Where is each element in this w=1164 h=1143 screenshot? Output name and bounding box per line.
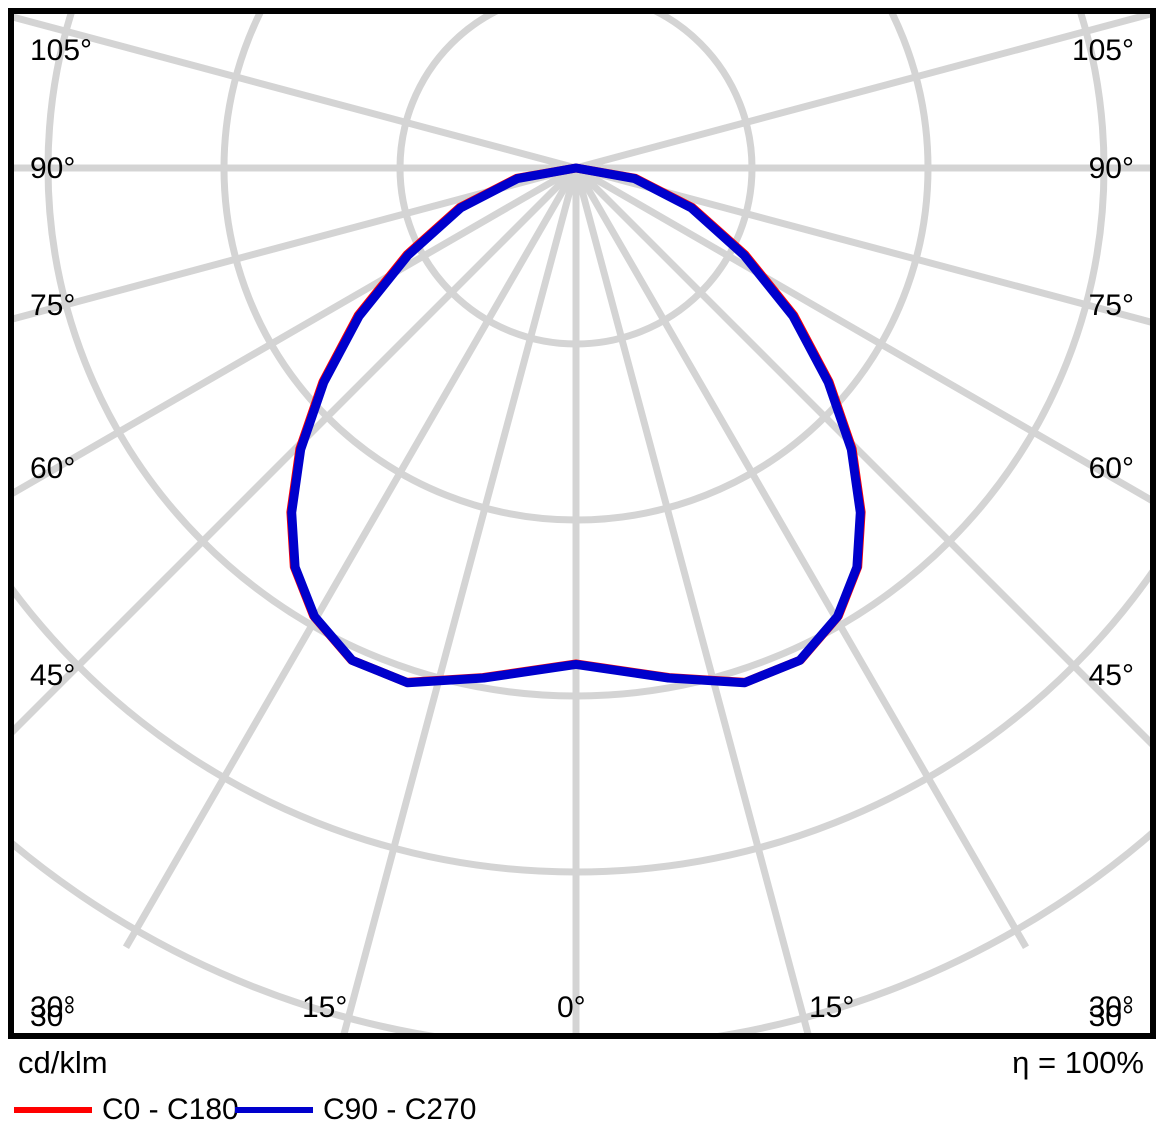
angle-label-right-75: 75° xyxy=(1088,289,1134,322)
angle-label-right-30: 30° xyxy=(1088,1000,1134,1033)
curve-c90-c270 xyxy=(287,163,865,688)
angle-label-left-45: 45° xyxy=(30,659,76,692)
angle-label-right-90: 90° xyxy=(1088,152,1134,185)
angle-label-bottom-30-right: 30° xyxy=(1088,991,1134,1024)
angle-label-bottom-15-left: 15° xyxy=(302,991,348,1024)
grid-spokes xyxy=(14,14,1150,1033)
polar-plot-frame: 105° 90° 75° 60° 45° 30° 105° 90° 75° 60… xyxy=(8,8,1156,1039)
legend-swatch-c0-c180-icon xyxy=(14,1107,92,1113)
angle-label-left-90: 90° xyxy=(30,152,76,185)
legend-item-c90-c270[interactable]: C90 - C270 xyxy=(235,1093,476,1127)
legend-label-c0-c180: C0 - C180 xyxy=(102,1093,239,1126)
angle-label-left-30: 30° xyxy=(30,1000,76,1033)
legend-item-c0-c180[interactable]: C0 - C180 xyxy=(14,1093,239,1127)
legend-swatch-c90-c270-icon xyxy=(235,1107,313,1113)
unit-label: cd/klm xyxy=(18,1045,108,1080)
legend-label-c90-c270: C90 - C270 xyxy=(323,1093,477,1126)
polar-grid-and-curves xyxy=(14,14,1150,1033)
legend-strip: cd/klm η = 100% C0 - C180 C90 - C270 xyxy=(0,1043,1164,1143)
angle-label-bottom-15-right: 15° xyxy=(809,991,855,1024)
angle-label-right-60: 60° xyxy=(1088,452,1134,485)
angle-label-left-60: 60° xyxy=(30,452,76,485)
polar-grid xyxy=(14,14,1150,1033)
angle-label-left-105: 105° xyxy=(30,34,93,67)
angle-label-bottom-30-left: 30° xyxy=(30,991,76,1024)
angle-label-right-105: 105° xyxy=(1071,34,1134,67)
angle-label-right-45: 45° xyxy=(1088,659,1134,692)
efficiency-label: η = 100% xyxy=(1012,1045,1144,1080)
angle-label-left-75: 75° xyxy=(30,289,76,322)
angle-label-bottom-0: 0° xyxy=(557,991,586,1024)
